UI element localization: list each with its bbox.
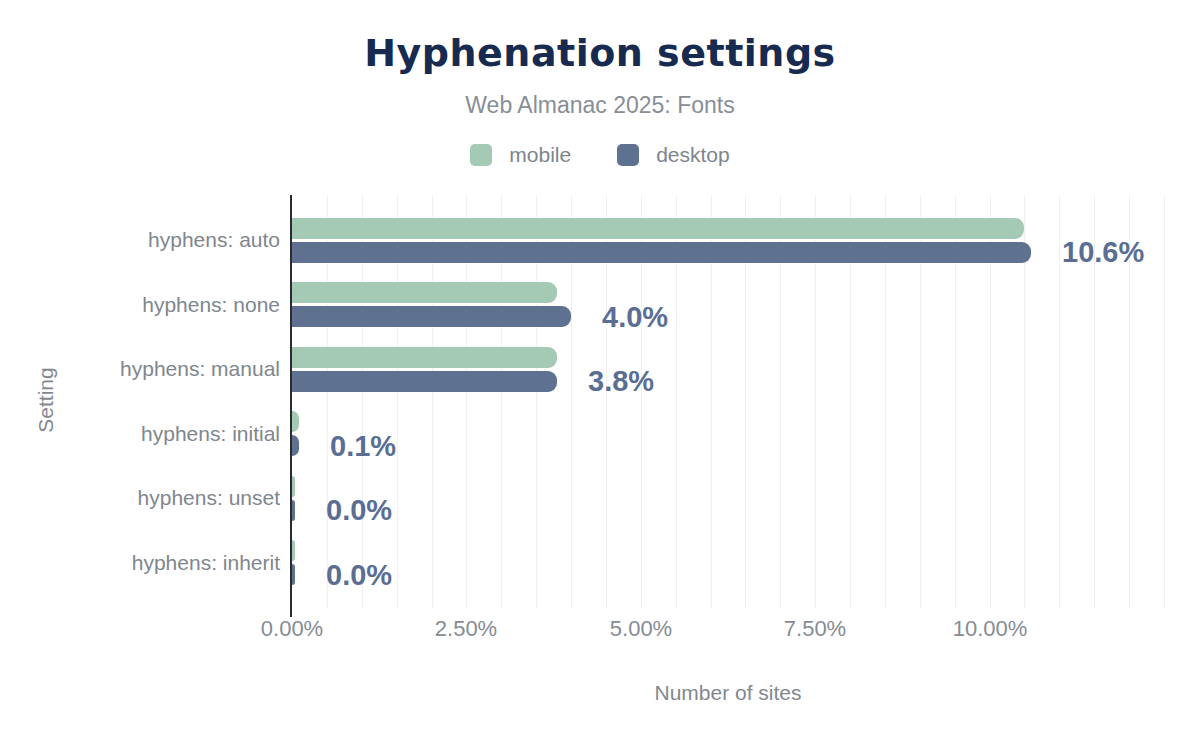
bar-mobile-6[interactable]	[292, 540, 295, 561]
bar-desktop-3[interactable]	[292, 371, 557, 392]
legend-swatch-mobile-icon	[470, 144, 492, 166]
y-axis-category-label: hyphens: inherit	[58, 550, 280, 576]
y-axis-category-label: hyphens: initial	[58, 421, 280, 447]
value-label: 3.8%	[588, 366, 654, 396]
bar-desktop-5[interactable]	[292, 500, 295, 521]
chart-container: Hyphenation settings Web Almanac 2025: F…	[0, 0, 1200, 742]
bar-desktop-1[interactable]	[292, 242, 1031, 263]
bar-mobile-4[interactable]	[292, 411, 299, 432]
bar-desktop-4[interactable]	[292, 435, 299, 456]
bar-desktop-6[interactable]	[292, 564, 295, 585]
legend-item-desktop[interactable]: desktop	[617, 143, 730, 167]
gridline	[1164, 195, 1165, 608]
value-label: 0.1%	[330, 431, 396, 461]
legend-swatch-desktop-icon	[617, 144, 639, 166]
bar-mobile-1[interactable]	[292, 218, 1024, 239]
bar-desktop-2[interactable]	[292, 306, 571, 327]
x-axis-tick-label: 0.00%	[222, 616, 362, 642]
x-axis-title: Number of sites	[292, 681, 1164, 705]
bar-mobile-3[interactable]	[292, 347, 557, 368]
gridline	[1059, 195, 1060, 608]
legend-label-desktop: desktop	[656, 143, 730, 167]
x-axis-tick-label: 7.50%	[745, 616, 885, 642]
y-axis-category-label: hyphens: unset	[58, 485, 280, 511]
plot-area	[292, 195, 1164, 608]
legend: mobile desktop	[0, 143, 1200, 167]
x-axis-tick-label: 5.00%	[571, 616, 711, 642]
chart-subtitle: Web Almanac 2025: Fonts	[0, 92, 1200, 119]
y-axis-category-label: hyphens: manual	[58, 356, 280, 382]
legend-item-mobile[interactable]: mobile	[470, 143, 571, 167]
bar-mobile-5[interactable]	[292, 476, 295, 497]
x-axis-tick-label: 10.00%	[920, 616, 1060, 642]
value-label: 10.6%	[1062, 237, 1144, 267]
value-label: 4.0%	[602, 302, 668, 332]
bar-mobile-2[interactable]	[292, 282, 557, 303]
y-axis-category-label: hyphens: auto	[58, 227, 280, 253]
y-axis-category-label: hyphens: none	[58, 292, 280, 318]
x-axis-tick-label: 2.50%	[396, 616, 536, 642]
chart-title: Hyphenation settings	[0, 31, 1200, 75]
value-label: 0.0%	[326, 560, 392, 590]
legend-label-mobile: mobile	[509, 143, 571, 167]
value-label: 0.0%	[326, 495, 392, 525]
y-axis-title: Setting	[34, 367, 58, 432]
